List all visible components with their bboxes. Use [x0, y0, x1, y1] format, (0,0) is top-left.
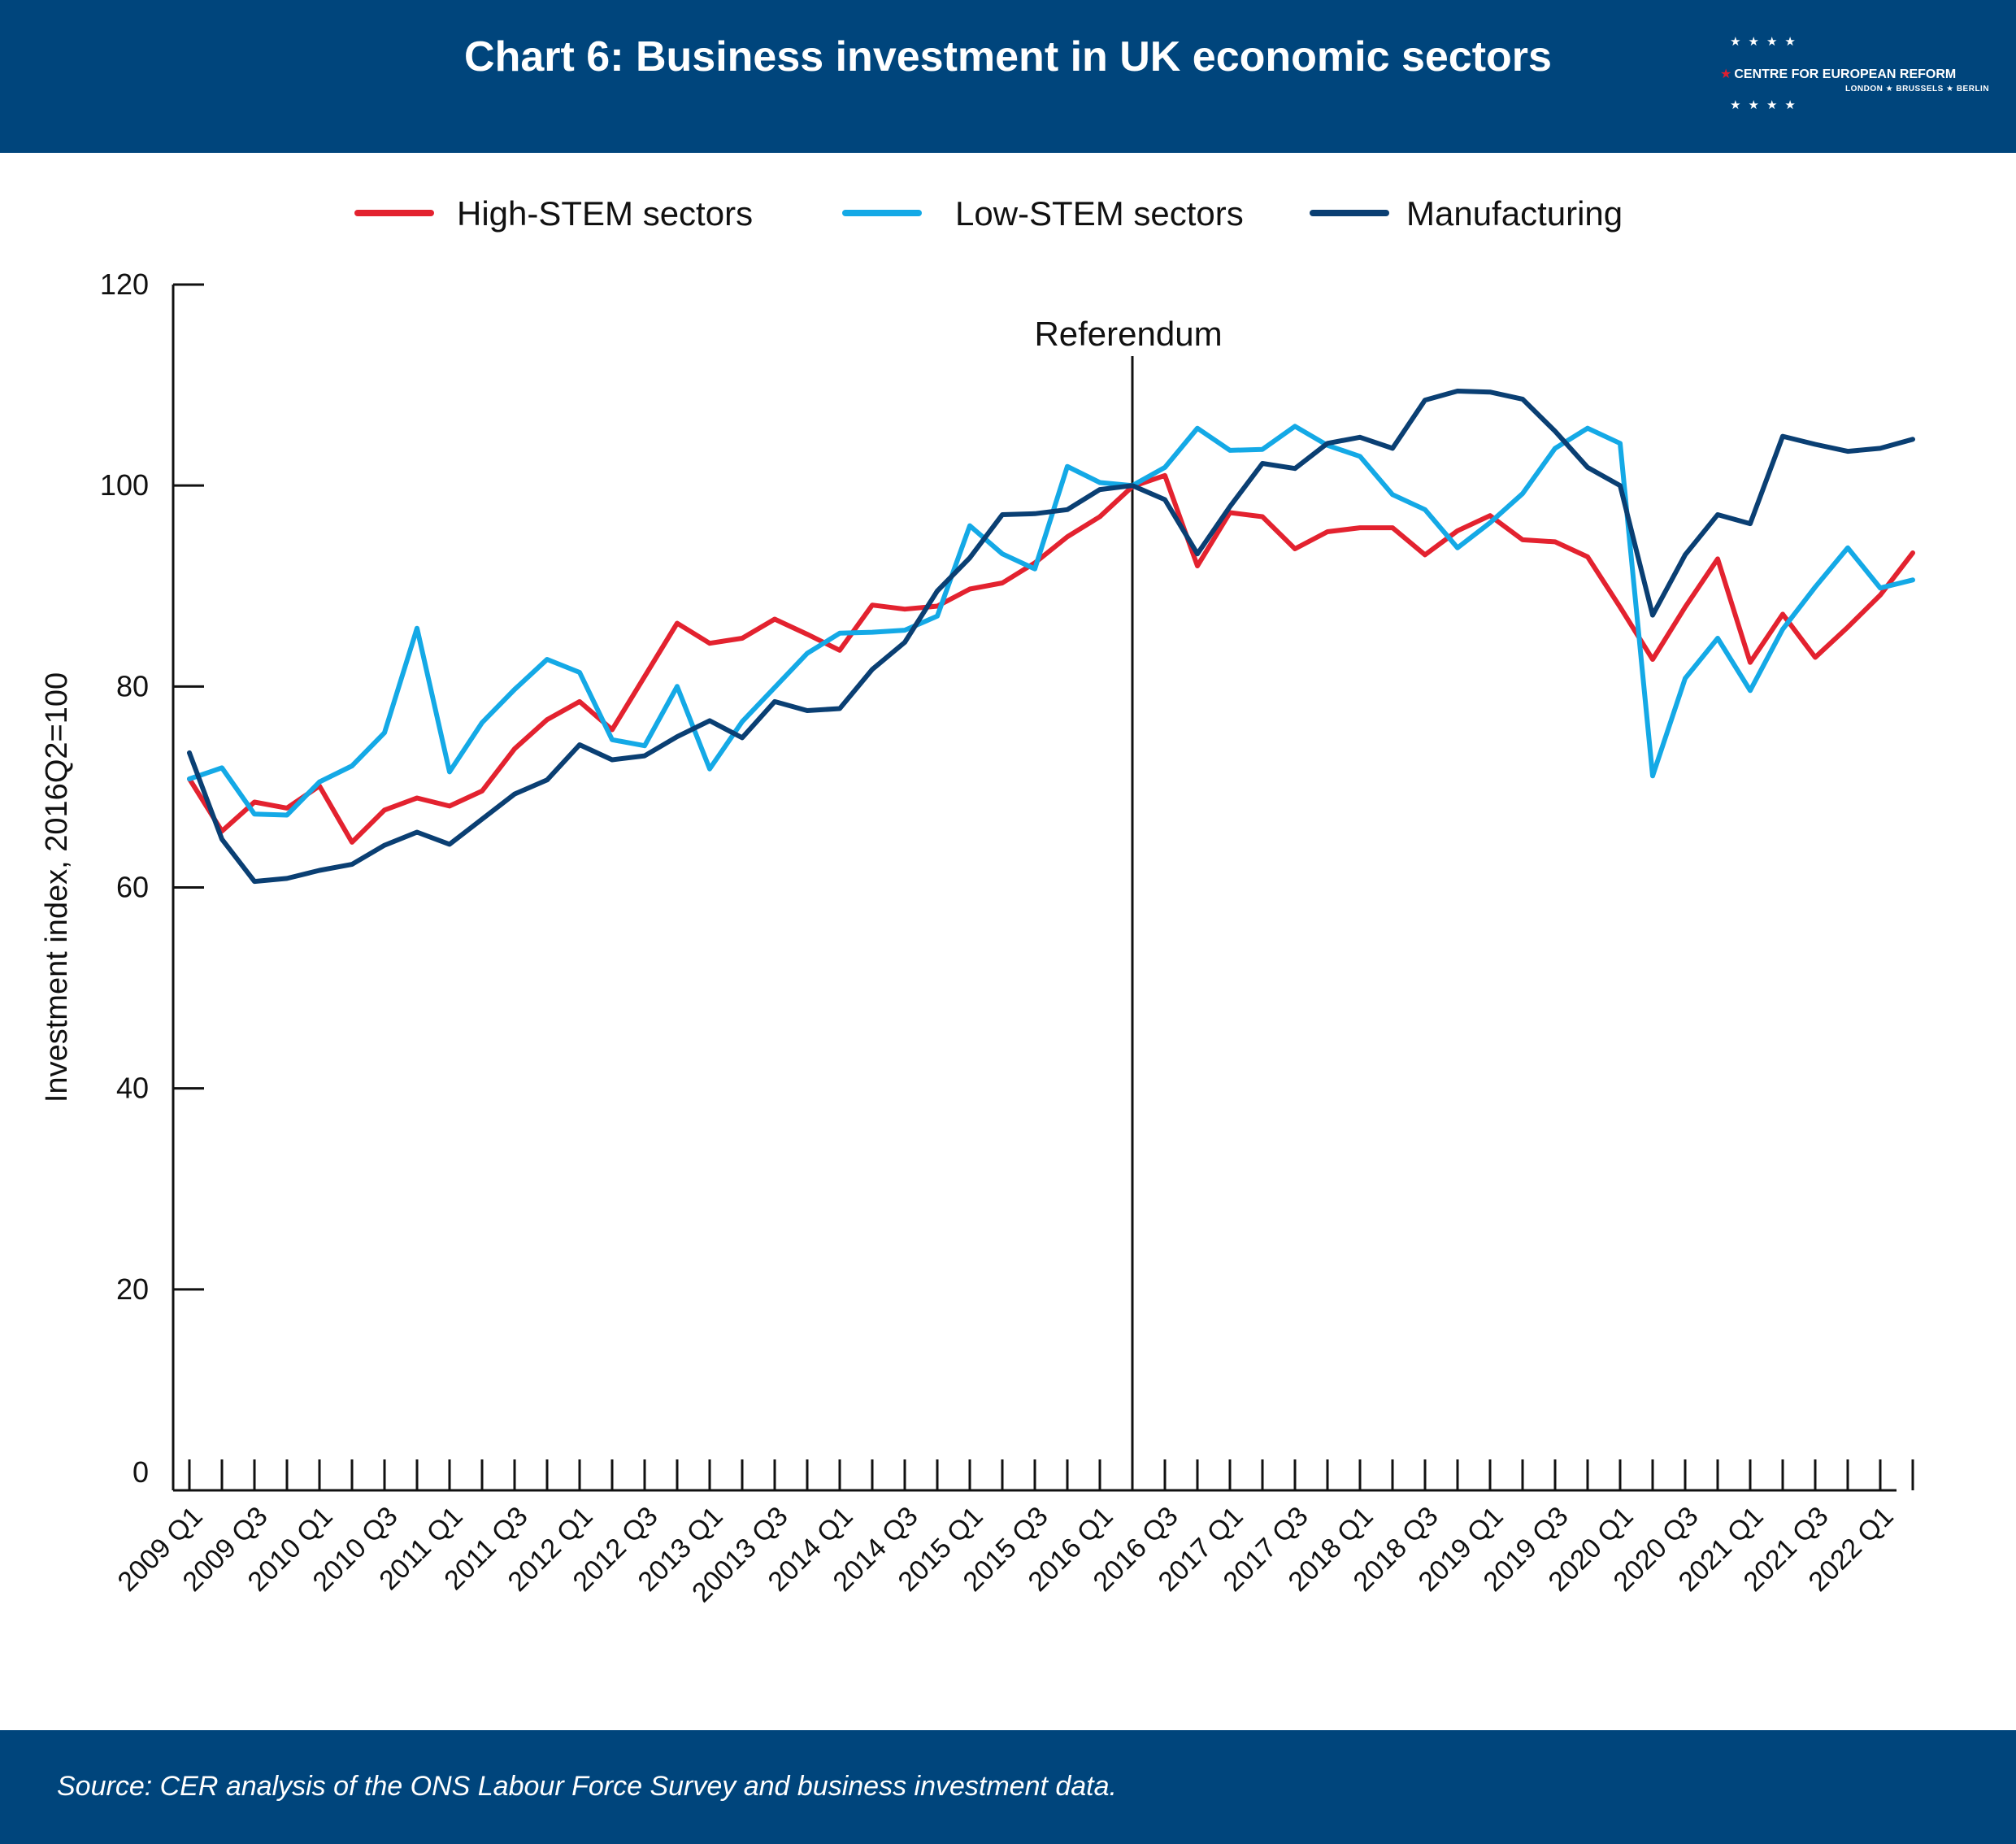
- series-line-high-stem-sectors: [187, 472, 1915, 845]
- header-banner: Chart 6: Business investment in UK econo…: [0, 0, 2016, 153]
- logo-name: CENTRE FOR EUROPEAN REFORM: [1734, 67, 1957, 81]
- legend-label: Manufacturing: [1406, 194, 1623, 233]
- chart-title: Chart 6: Business investment in UK econo…: [464, 33, 1552, 80]
- series-line-manufacturing: [187, 389, 1915, 885]
- y-tick-label: 80: [116, 669, 149, 702]
- y-tick-label: 100: [100, 468, 149, 502]
- legend-label: Low-STEM sectors: [955, 194, 1244, 233]
- line-chart: 0 20 40 60 80 100 120 Investment index, 2016Q2=…: [40, 194, 1915, 1608]
- logo-stars-top-icon: ★★★★: [1730, 35, 1803, 49]
- logo-red-star-icon: ★: [1720, 67, 1732, 81]
- logo-stars-bottom-icon: ★★★★: [1730, 98, 1803, 112]
- y-tick-label: 120: [100, 267, 149, 301]
- logo-cities: LONDON ★ BRUSSELS ★ BERLIN: [1845, 85, 1990, 94]
- series-line-low-stem-sectors: [187, 424, 1915, 818]
- cer-logo: ★★★★ ★ CENTRE FOR EUROPEAN REFORM LONDON …: [1707, 31, 1989, 120]
- legend-label: High-STEM sectors: [457, 194, 753, 233]
- y-tick-label: 20: [116, 1272, 149, 1306]
- y-tick-label: 40: [116, 1072, 149, 1105]
- footer-banner: Source: CER analysis of the ONS Labour F…: [0, 1730, 2016, 1844]
- y-tick-label: 60: [116, 871, 149, 904]
- y-axis-title: Investment index, 2016Q2=100: [40, 672, 74, 1102]
- y-tick-label: 0: [133, 1455, 149, 1489]
- referendum-label: Referendum: [1034, 315, 1222, 353]
- source-note: Source: CER analysis of the ONS Labour F…: [57, 1771, 1117, 1802]
